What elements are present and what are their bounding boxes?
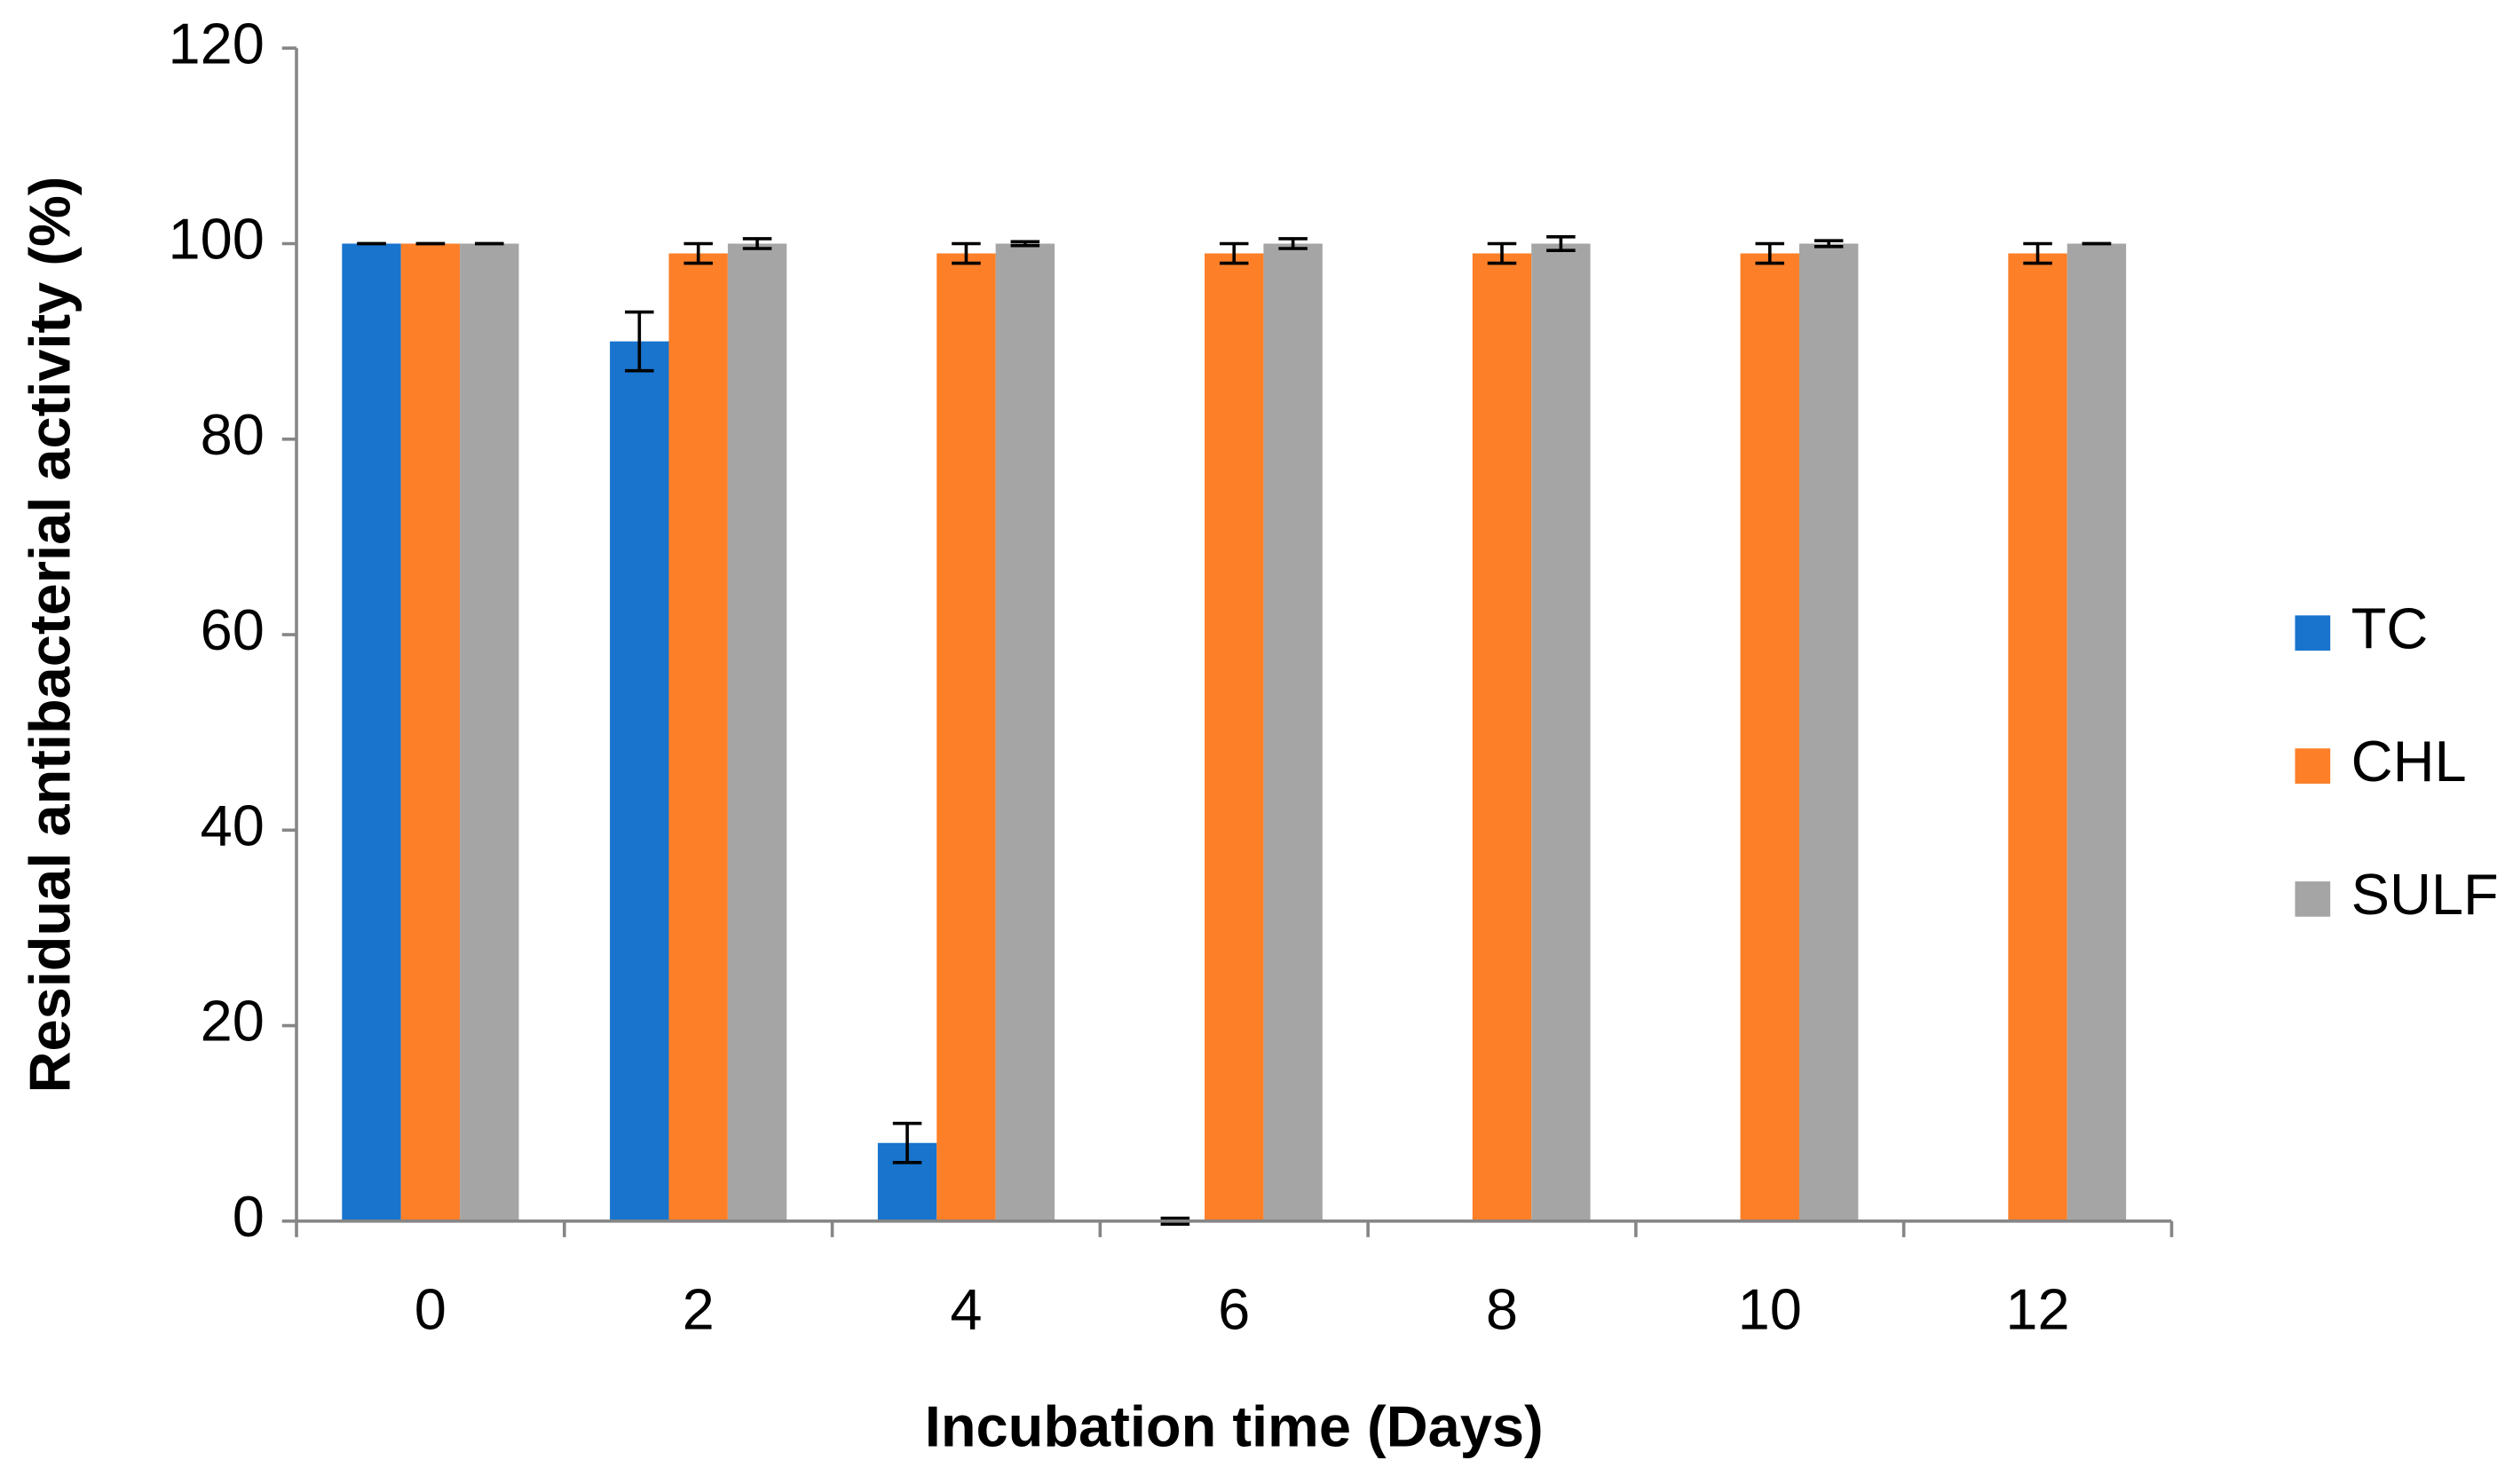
error-bar <box>1546 234 1576 253</box>
bar <box>460 243 519 1221</box>
error-bar <box>1487 241 1517 265</box>
bar <box>995 243 1055 1221</box>
legend-label: TC <box>2351 596 2429 660</box>
bar <box>610 341 669 1221</box>
y-tick-label: 60 <box>201 597 265 662</box>
error-bar <box>1755 241 1785 265</box>
x-tick-label: 8 <box>1486 1277 1518 1342</box>
bar <box>2067 243 2127 1221</box>
error-bar <box>1814 239 1844 249</box>
error-bar <box>625 310 654 373</box>
x-tick-label: 2 <box>683 1277 715 1342</box>
x-tick-label: 0 <box>415 1277 446 1342</box>
error-bar <box>892 1121 922 1164</box>
x-tick-label: 10 <box>1738 1277 1802 1342</box>
bar <box>1472 253 1532 1221</box>
error-bar <box>2023 241 2052 265</box>
error-bar <box>1278 237 1308 250</box>
x-axis-title: Incubation time (Days) <box>925 1394 1544 1459</box>
bar <box>1205 253 1264 1221</box>
bar <box>727 243 787 1221</box>
legend-swatch <box>2295 748 2331 784</box>
y-tick-label: 80 <box>201 402 265 467</box>
bar <box>400 243 461 1221</box>
bar <box>2008 253 2067 1221</box>
error-bar <box>742 237 772 250</box>
legend-label: CHL <box>2351 729 2467 793</box>
error-bar <box>952 241 981 265</box>
legend-swatch <box>2295 615 2331 651</box>
x-tick-label: 4 <box>950 1277 982 1342</box>
bar <box>1740 253 1799 1221</box>
bar <box>936 253 996 1221</box>
y-tick-label: 20 <box>201 989 265 1054</box>
y-tick-label: 40 <box>201 793 265 857</box>
error-bar <box>1010 240 1040 248</box>
bar <box>1263 243 1323 1221</box>
y-tick-label: 100 <box>168 207 264 272</box>
error-bar <box>1219 241 1249 265</box>
bar <box>668 253 728 1221</box>
bar <box>1531 243 1591 1221</box>
legend-label: SULF <box>2351 862 2499 927</box>
bar <box>1798 243 1859 1221</box>
y-tick-label: 120 <box>168 11 264 75</box>
legend-swatch <box>2295 881 2331 917</box>
x-tick-label: 12 <box>2005 1277 2069 1342</box>
error-bar <box>684 241 713 265</box>
x-tick-label: 6 <box>1218 1277 1250 1342</box>
bar <box>342 243 401 1221</box>
y-tick-label: 0 <box>233 1184 265 1249</box>
y-axis-title: Residual antibacterial activity (%) <box>18 177 83 1093</box>
